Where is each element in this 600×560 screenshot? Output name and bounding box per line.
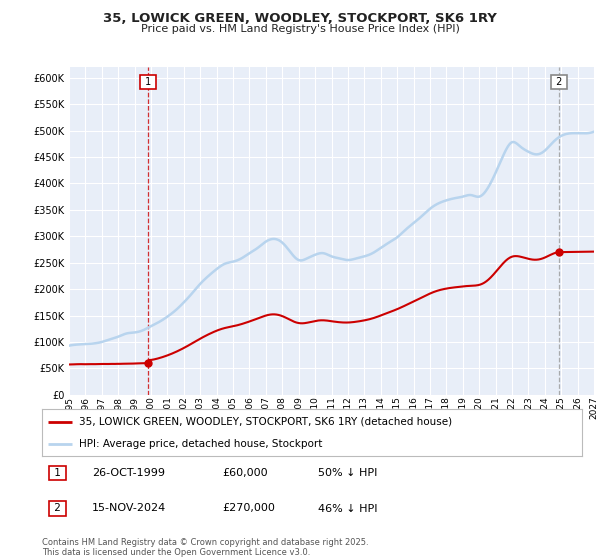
Text: Price paid vs. HM Land Registry's House Price Index (HPI): Price paid vs. HM Land Registry's House …	[140, 24, 460, 34]
Text: Contains HM Land Registry data © Crown copyright and database right 2025.
This d: Contains HM Land Registry data © Crown c…	[42, 538, 368, 557]
Text: 15-NOV-2024: 15-NOV-2024	[92, 503, 166, 514]
Text: 1: 1	[51, 468, 64, 478]
Text: 2: 2	[553, 77, 565, 87]
Text: 35, LOWICK GREEN, WOODLEY, STOCKPORT, SK6 1RY: 35, LOWICK GREEN, WOODLEY, STOCKPORT, SK…	[103, 12, 497, 25]
Text: 46% ↓ HPI: 46% ↓ HPI	[318, 503, 377, 514]
Text: 50% ↓ HPI: 50% ↓ HPI	[318, 468, 377, 478]
Text: £60,000: £60,000	[222, 468, 268, 478]
Text: 26-OCT-1999: 26-OCT-1999	[92, 468, 165, 478]
Text: 2: 2	[51, 503, 64, 514]
Text: 35, LOWICK GREEN, WOODLEY, STOCKPORT, SK6 1RY (detached house): 35, LOWICK GREEN, WOODLEY, STOCKPORT, SK…	[79, 417, 452, 427]
Text: £270,000: £270,000	[222, 503, 275, 514]
Text: HPI: Average price, detached house, Stockport: HPI: Average price, detached house, Stoc…	[79, 438, 322, 449]
Text: 1: 1	[142, 77, 154, 87]
